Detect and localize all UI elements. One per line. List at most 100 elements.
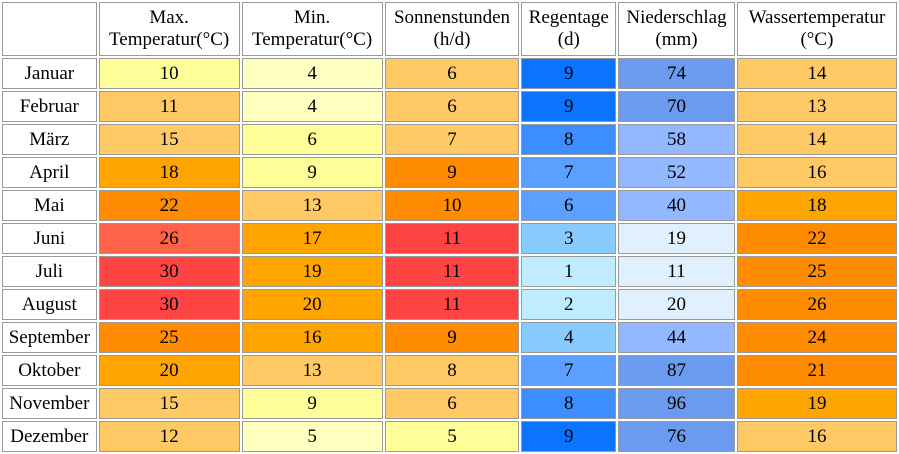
max-temp-cell: 15 (98, 124, 240, 155)
rain-days-cell: 4 (521, 322, 617, 353)
water-temp-cell: 21 (736, 355, 897, 386)
table-row: Dezember 12 5 5 9 76 16 (2, 421, 897, 452)
water-temp-cell: 19 (736, 388, 897, 419)
precipitation-cell: 96 (618, 388, 735, 419)
min-temp-cell: 6 (241, 124, 383, 155)
rain-days-cell: 6 (521, 190, 617, 221)
rain-days-cell: 3 (521, 223, 617, 254)
table-row: Juli 30 19 11 1 11 25 (2, 256, 897, 287)
precipitation-cell: 70 (618, 91, 735, 122)
table-row: Oktober 20 13 8 7 87 21 (2, 355, 897, 386)
month-label: August (2, 289, 97, 320)
min-temp-cell: 19 (241, 256, 383, 287)
min-temp-cell: 20 (241, 289, 383, 320)
water-temp-cell: 26 (736, 289, 897, 320)
min-temp-cell: 16 (241, 322, 383, 353)
rain-days-cell: 8 (521, 388, 617, 419)
month-label: März (2, 124, 97, 155)
max-temp-cell: 10 (98, 58, 240, 89)
table-row: März 15 6 7 8 58 14 (2, 124, 897, 155)
rain-days-cell: 9 (521, 421, 617, 452)
water-temp-cell: 24 (736, 322, 897, 353)
sunshine-cell: 6 (384, 388, 520, 419)
sunshine-cell: 11 (384, 289, 520, 320)
min-temp-cell: 17 (241, 223, 383, 254)
header-rain-days: Regentage (d) (521, 2, 617, 56)
rain-days-cell: 7 (521, 355, 617, 386)
max-temp-cell: 11 (98, 91, 240, 122)
precipitation-cell: 74 (618, 58, 735, 89)
water-temp-cell: 18 (736, 190, 897, 221)
min-temp-cell: 13 (241, 355, 383, 386)
min-temp-cell: 13 (241, 190, 383, 221)
sunshine-cell: 11 (384, 223, 520, 254)
header-row: Max. Temperatur(°C) Min. Temperatur(°C) So… (2, 2, 897, 56)
rain-days-cell: 9 (521, 91, 617, 122)
water-temp-cell: 16 (736, 421, 897, 452)
precipitation-cell: 52 (618, 157, 735, 188)
table-row: Mai 22 13 10 6 40 18 (2, 190, 897, 221)
sunshine-cell: 9 (384, 322, 520, 353)
water-temp-cell: 16 (736, 157, 897, 188)
header-sunshine: Sonnenstunden (h/d) (384, 2, 520, 56)
water-temp-cell: 25 (736, 256, 897, 287)
precipitation-cell: 44 (618, 322, 735, 353)
min-temp-cell: 4 (241, 58, 383, 89)
min-temp-cell: 5 (241, 421, 383, 452)
sunshine-cell: 6 (384, 91, 520, 122)
precipitation-cell: 58 (618, 124, 735, 155)
month-label: Oktober (2, 355, 97, 386)
header-max-temp: Max. Temperatur(°C) (98, 2, 240, 56)
month-label: April (2, 157, 97, 188)
max-temp-cell: 30 (98, 289, 240, 320)
header-water-temp: Wassertemperatur (°C) (736, 2, 897, 56)
max-temp-cell: 26 (98, 223, 240, 254)
precipitation-cell: 87 (618, 355, 735, 386)
table-row: November 15 9 6 8 96 19 (2, 388, 897, 419)
max-temp-cell: 20 (98, 355, 240, 386)
month-label: September (2, 322, 97, 353)
water-temp-cell: 22 (736, 223, 897, 254)
max-temp-cell: 18 (98, 157, 240, 188)
sunshine-cell: 7 (384, 124, 520, 155)
rain-days-cell: 7 (521, 157, 617, 188)
precipitation-cell: 11 (618, 256, 735, 287)
water-temp-cell: 13 (736, 91, 897, 122)
month-label: November (2, 388, 97, 419)
sunshine-cell: 6 (384, 58, 520, 89)
water-temp-cell: 14 (736, 58, 897, 89)
max-temp-cell: 25 (98, 322, 240, 353)
month-label: Januar (2, 58, 97, 89)
max-temp-cell: 15 (98, 388, 240, 419)
sunshine-cell: 9 (384, 157, 520, 188)
rain-days-cell: 9 (521, 58, 617, 89)
min-temp-cell: 9 (241, 388, 383, 419)
precipitation-cell: 40 (618, 190, 735, 221)
min-temp-cell: 4 (241, 91, 383, 122)
table-row: August 30 20 11 2 20 26 (2, 289, 897, 320)
sunshine-cell: 8 (384, 355, 520, 386)
table-row: Februar 11 4 6 9 70 13 (2, 91, 897, 122)
month-label: Juli (2, 256, 97, 287)
table-row: Juni 26 17 11 3 19 22 (2, 223, 897, 254)
precipitation-cell: 76 (618, 421, 735, 452)
rain-days-cell: 1 (521, 256, 617, 287)
header-min-temp: Min. Temperatur(°C) (241, 2, 383, 56)
max-temp-cell: 22 (98, 190, 240, 221)
sunshine-cell: 11 (384, 256, 520, 287)
month-label: Dezember (2, 421, 97, 452)
min-temp-cell: 9 (241, 157, 383, 188)
max-temp-cell: 30 (98, 256, 240, 287)
rain-days-cell: 2 (521, 289, 617, 320)
sunshine-cell: 5 (384, 421, 520, 452)
header-precipitation: Niederschlag (mm) (618, 2, 735, 56)
month-label: Mai (2, 190, 97, 221)
month-label: Februar (2, 91, 97, 122)
table-row: Januar 10 4 6 9 74 14 (2, 58, 897, 89)
table-row: April 18 9 9 7 52 16 (2, 157, 897, 188)
sunshine-cell: 10 (384, 190, 520, 221)
month-label: Juni (2, 223, 97, 254)
precipitation-cell: 20 (618, 289, 735, 320)
precipitation-cell: 19 (618, 223, 735, 254)
